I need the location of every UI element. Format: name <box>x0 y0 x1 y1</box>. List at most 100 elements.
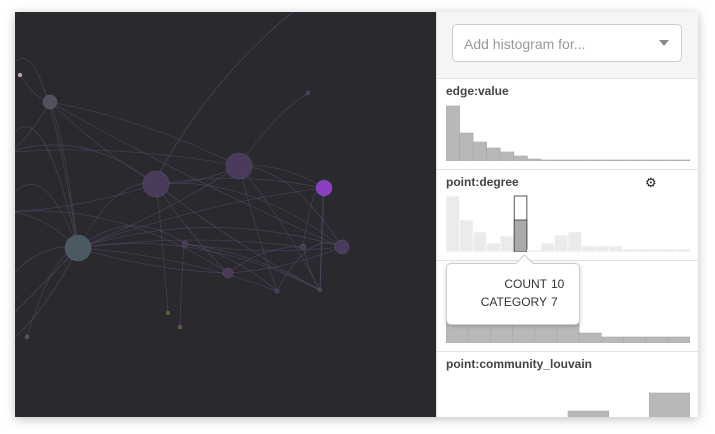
graph-edge <box>15 126 79 249</box>
graph-edge <box>77 187 325 249</box>
graph-node[interactable] <box>315 179 333 197</box>
histogram-bar[interactable] <box>554 234 569 252</box>
graph-node[interactable] <box>317 287 323 293</box>
histogram-bar[interactable] <box>621 248 637 252</box>
histogram-label: point:degree <box>446 175 519 189</box>
histogram-bar[interactable] <box>676 159 690 161</box>
graph-node[interactable] <box>24 334 30 340</box>
histogram-bar[interactable] <box>635 248 650 252</box>
graph-edge <box>15 247 79 339</box>
graph-node[interactable] <box>274 288 280 294</box>
graph-edge <box>49 101 157 185</box>
histogram-point-degree[interactable]: point:degree ⚙ <box>437 170 698 261</box>
histogram-point-community-louvain[interactable]: point:community_louvain <box>437 352 698 417</box>
histogram-bar[interactable] <box>499 151 515 161</box>
histogram-tooltip: COUNT 10 CATEGORY 7 <box>446 254 580 325</box>
histogram-bar[interactable] <box>486 147 501 161</box>
graph-node[interactable] <box>142 170 170 198</box>
graph-node[interactable] <box>334 239 350 255</box>
app-window: Add histogram for... edge:value point:de… <box>15 12 698 417</box>
graph-node[interactable] <box>165 310 171 316</box>
histogram-bar[interactable] <box>446 195 460 252</box>
histogram-bar[interactable] <box>667 336 690 343</box>
graph-node[interactable] <box>299 243 307 251</box>
graph-edge <box>15 183 157 213</box>
histogram-bar[interactable] <box>621 159 637 161</box>
graph-canvas[interactable] <box>15 12 436 417</box>
histogram-chart[interactable] <box>446 101 690 161</box>
graph-edge <box>227 246 304 274</box>
histogram-edge-value[interactable]: edge:value <box>437 79 698 170</box>
add-histogram-select[interactable]: Add histogram for... <box>452 24 682 62</box>
histogram-panel: Add histogram for... edge:value point:de… <box>436 12 698 417</box>
graph-edge <box>15 101 51 149</box>
histogram-bar-selected[interactable] <box>513 219 528 252</box>
graph-node[interactable] <box>181 240 189 248</box>
histogram-bar[interactable] <box>662 248 677 252</box>
panel-header: Add histogram for... <box>437 12 698 79</box>
graph-edge <box>77 247 278 292</box>
histogram-bar[interactable] <box>649 248 664 252</box>
histogram-bar[interactable] <box>459 132 474 161</box>
histogram-chart[interactable] <box>446 374 690 417</box>
graph-edge <box>49 101 79 249</box>
graph-node[interactable] <box>225 152 253 180</box>
histogram-bar[interactable] <box>472 141 487 161</box>
graph-edge <box>238 165 278 292</box>
histogram-bar[interactable] <box>649 159 664 161</box>
histogram-bar[interactable] <box>594 159 609 161</box>
histogram-bar[interactable] <box>540 242 555 252</box>
histogram-bar[interactable] <box>446 105 460 161</box>
graph-edge <box>302 246 321 291</box>
histogram-bar[interactable] <box>554 159 569 161</box>
histogram-bar[interactable] <box>623 336 646 343</box>
graph-node[interactable] <box>42 94 58 110</box>
graph-edge <box>159 12 294 173</box>
histogram-bar[interactable] <box>676 248 690 252</box>
graph-edge <box>77 227 343 249</box>
histogram-label: edge:value <box>446 84 509 98</box>
histogram-bar[interactable] <box>645 336 669 343</box>
histogram-bar[interactable] <box>662 159 677 161</box>
histogram-bar[interactable] <box>608 245 623 252</box>
histogram-bar[interactable] <box>459 219 474 252</box>
graph-node[interactable] <box>222 267 234 279</box>
histogram-bar[interactable] <box>567 159 582 161</box>
gear-icon[interactable]: ⚙ <box>645 175 657 190</box>
histogram-bar[interactable] <box>499 235 515 252</box>
histogram-bar[interactable] <box>472 231 487 252</box>
graph-node[interactable] <box>17 72 23 78</box>
histogram-bar[interactable] <box>540 159 555 161</box>
tooltip-category-value: 7 <box>551 295 558 309</box>
graph-edge <box>77 247 229 274</box>
histogram-bar[interactable] <box>581 159 596 161</box>
histogram-bar[interactable] <box>567 231 582 252</box>
histogram-bar[interactable] <box>635 159 650 161</box>
graph-edge <box>15 144 157 185</box>
histogram-bar[interactable] <box>578 332 602 343</box>
graph-edge <box>77 243 321 291</box>
histogram-bar[interactable] <box>527 158 542 161</box>
histogram-bar[interactable] <box>527 249 542 252</box>
histogram-bar[interactable] <box>581 245 596 252</box>
chevron-down-icon <box>659 40 669 46</box>
graph-edge <box>49 101 343 248</box>
graph-edge <box>238 165 321 291</box>
histogram-bar[interactable] <box>594 245 609 252</box>
graph-edge <box>179 243 186 328</box>
histogram-bar[interactable] <box>649 392 690 417</box>
graph-node[interactable] <box>305 90 311 96</box>
histogram-label: point:community_louvain <box>446 357 593 371</box>
histogram-bar[interactable] <box>513 155 528 161</box>
graph-svg[interactable] <box>15 12 436 417</box>
histogram-chart[interactable] <box>446 192 690 252</box>
graph-node[interactable] <box>64 234 92 262</box>
graph-edge <box>77 165 240 249</box>
histogram-bar[interactable] <box>600 336 624 343</box>
histogram-bar[interactable] <box>608 159 623 161</box>
graph-node[interactable] <box>177 324 183 330</box>
histogram-bar[interactable] <box>567 410 609 417</box>
histogram-bar[interactable] <box>486 242 501 252</box>
graph-edge <box>155 182 343 248</box>
tooltip-count-value: 10 <box>551 277 565 291</box>
